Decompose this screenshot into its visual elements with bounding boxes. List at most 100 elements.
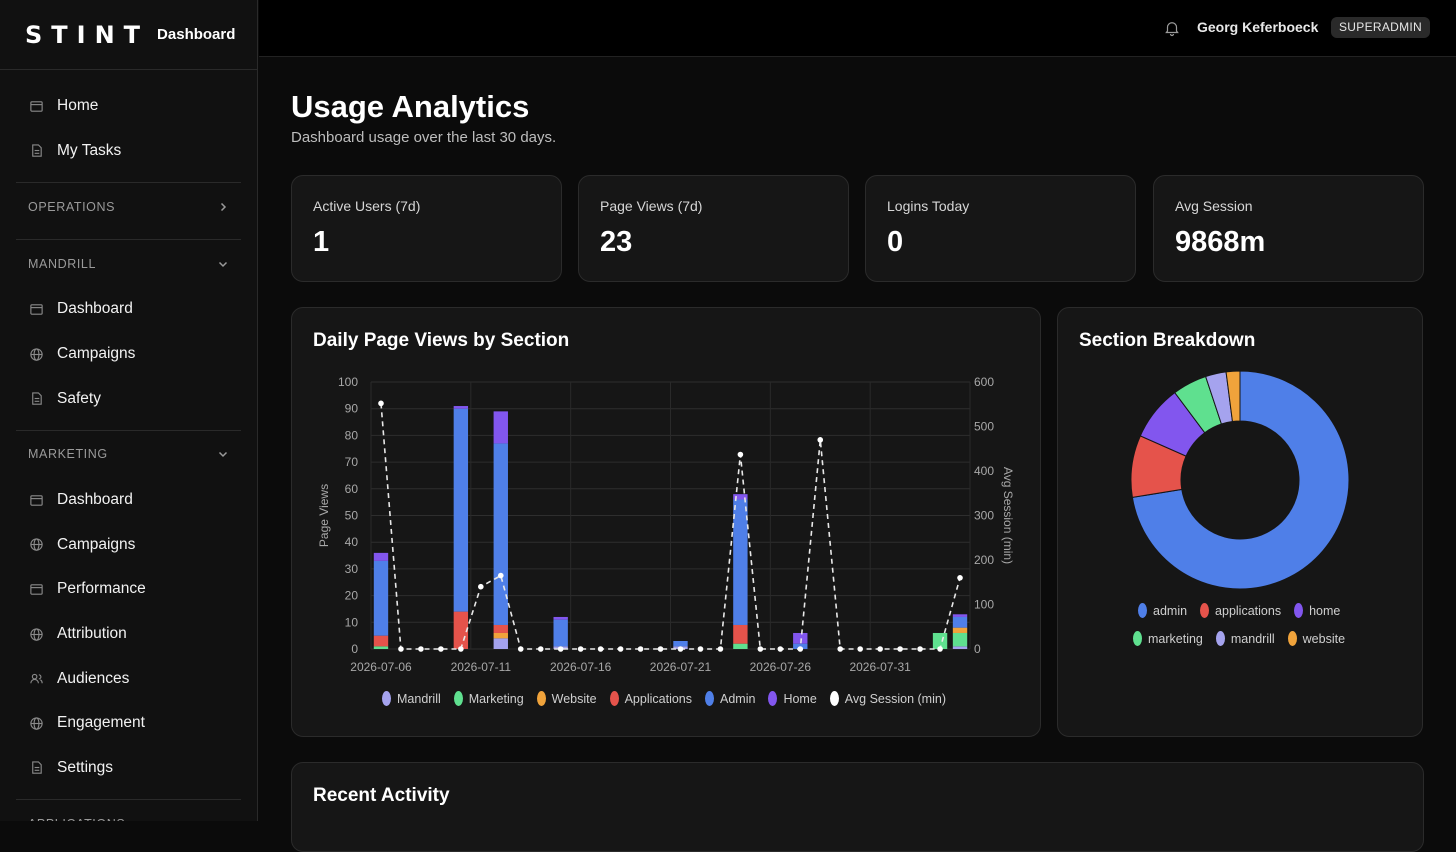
avg-session-point[interactable] (438, 646, 444, 652)
avg-session-point[interactable] (957, 575, 963, 581)
bar-segment-website[interactable] (493, 632, 508, 639)
bar-segment-home[interactable] (952, 614, 968, 617)
stint-logo[interactable]: STINT (25, 20, 150, 49)
bar-segment-admin[interactable] (553, 619, 568, 647)
avg-session-point[interactable] (737, 451, 744, 458)
user-name[interactable]: Georg Keferboeck (1197, 19, 1319, 35)
avg-session-point[interactable] (897, 646, 903, 652)
x-tick-label: 2026-07-16 (550, 660, 612, 674)
sidebar-item[interactable]: Attribution (16, 612, 241, 657)
avg-session-point[interactable] (877, 646, 883, 652)
bar-segment-website[interactable] (952, 627, 968, 633)
avg-session-point[interactable] (797, 646, 804, 652)
bar-segment-home[interactable] (453, 406, 469, 409)
sidebar-item[interactable]: My Tasks (16, 129, 241, 174)
avg-session-point[interactable] (517, 646, 524, 652)
legend-item[interactable]: website (1287, 631, 1346, 646)
avg-session-point[interactable] (717, 646, 724, 652)
bar-segment-admin[interactable] (493, 443, 508, 625)
avg-session-point[interactable] (458, 646, 464, 652)
sidebar-section-header[interactable]: APPLICATIONS (16, 799, 241, 821)
daily-page-views-chart[interactable]: 0 10 20 30 40 50 60 70 80 90 100 0 100 200 300 400 500 60… (292, 308, 1040, 736)
sidebar-item[interactable]: Dashboard (16, 287, 241, 332)
legend-item[interactable]: Avg Session (min) (829, 691, 946, 706)
globe-icon (28, 626, 44, 642)
legend-item[interactable]: mandrill (1215, 631, 1275, 646)
avg-session-point[interactable] (497, 572, 504, 579)
avg-session-point[interactable] (577, 646, 584, 652)
avg-session-point[interactable] (697, 646, 704, 652)
sidebar-section-header[interactable]: MANDRILL (16, 239, 241, 287)
avg-session-point[interactable] (617, 646, 624, 652)
globe-icon (28, 346, 44, 362)
bar-segment-marketing[interactable] (952, 632, 968, 647)
sidebar-item[interactable]: Campaigns (16, 523, 241, 568)
stat-value: 23 (600, 226, 633, 258)
bar-segment-home[interactable] (793, 632, 808, 644)
legend-item[interactable]: Applications (609, 691, 692, 706)
bar-segment-home[interactable] (553, 616, 568, 620)
bar-segment-mandrill[interactable] (493, 638, 508, 649)
donut-slice-admin[interactable] (1131, 370, 1350, 590)
avg-session-point[interactable] (777, 646, 784, 652)
bar-segment-mandrill[interactable] (952, 646, 968, 649)
sidebar-item[interactable]: Settings (16, 746, 241, 791)
avg-session-point[interactable] (837, 646, 844, 652)
bar-segment-applications[interactable] (453, 611, 469, 649)
donut-slice-website[interactable] (1225, 370, 1241, 423)
sidebar-item[interactable]: Home (16, 84, 241, 129)
bar-segment-home[interactable] (493, 411, 508, 444)
bell-icon[interactable] (1163, 19, 1181, 37)
avg-session-point[interactable] (757, 646, 764, 652)
avg-session-point[interactable] (817, 437, 824, 443)
stat-card-logins-today: Logins Today 0 (865, 175, 1136, 282)
bar-segment-home[interactable] (733, 494, 748, 500)
legend-item[interactable]: Admin (705, 691, 755, 706)
legend-item[interactable]: home (1294, 603, 1340, 618)
avg-session-point[interactable] (917, 646, 923, 652)
legend-swatch (609, 691, 619, 706)
bar-segment-admin[interactable] (733, 499, 748, 625)
avg-session-point[interactable] (937, 646, 943, 652)
sidebar-item[interactable]: Audiences (16, 656, 241, 701)
bar-segment-admin[interactable] (952, 616, 968, 628)
bar-segment-applications[interactable] (493, 624, 508, 633)
bar-segment-marketing[interactable] (733, 643, 748, 649)
avg-session-point[interactable] (478, 583, 484, 590)
legend-item[interactable]: marketing (1133, 631, 1203, 646)
bar-segment-marketing[interactable] (373, 646, 389, 649)
legend-item[interactable]: Website (536, 691, 597, 706)
sidebar-section-header[interactable]: OPERATIONS (16, 182, 241, 230)
legend-item[interactable]: Mandrill (382, 691, 441, 706)
avg-session-point[interactable] (637, 646, 644, 652)
bar-segment-applications[interactable] (373, 635, 389, 647)
avg-session-point[interactable] (557, 646, 564, 652)
legend-item[interactable]: admin (1138, 603, 1187, 618)
bar-segment-admin[interactable] (673, 640, 688, 647)
legend-label: website (1302, 631, 1346, 646)
legend-item[interactable]: Home (768, 691, 817, 706)
avg-session-point[interactable] (378, 400, 384, 407)
sidebar-item[interactable]: Safety (16, 376, 241, 421)
avg-session-point[interactable] (857, 646, 863, 652)
bar-segment-home[interactable] (373, 552, 389, 561)
sidebar-item[interactable]: Dashboard (16, 478, 241, 523)
sidebar-item[interactable]: Campaigns (16, 332, 241, 377)
avg-session-point[interactable] (398, 646, 404, 652)
sidebar-item[interactable]: Engagement (16, 701, 241, 746)
legend-item[interactable]: applications (1200, 603, 1281, 618)
avg-session-point[interactable] (418, 646, 424, 652)
avg-session-point[interactable] (657, 646, 664, 652)
bar-segment-admin[interactable] (373, 560, 389, 636)
avg-session-point[interactable] (597, 646, 604, 652)
avg-session-point[interactable] (537, 646, 544, 652)
legend-item[interactable]: Marketing (453, 691, 524, 706)
bar-segment-applications[interactable] (733, 624, 748, 644)
section-breakdown-donut[interactable] (1058, 308, 1422, 736)
sidebar-item[interactable]: Performance (16, 567, 241, 612)
sidebar-section-header[interactable]: MARKETING (16, 429, 241, 478)
y-tick-label: 100 (338, 375, 358, 389)
bar-segment-admin[interactable] (453, 408, 469, 612)
avg-session-point[interactable] (677, 646, 684, 652)
y-tick-label: 70 (345, 455, 359, 469)
